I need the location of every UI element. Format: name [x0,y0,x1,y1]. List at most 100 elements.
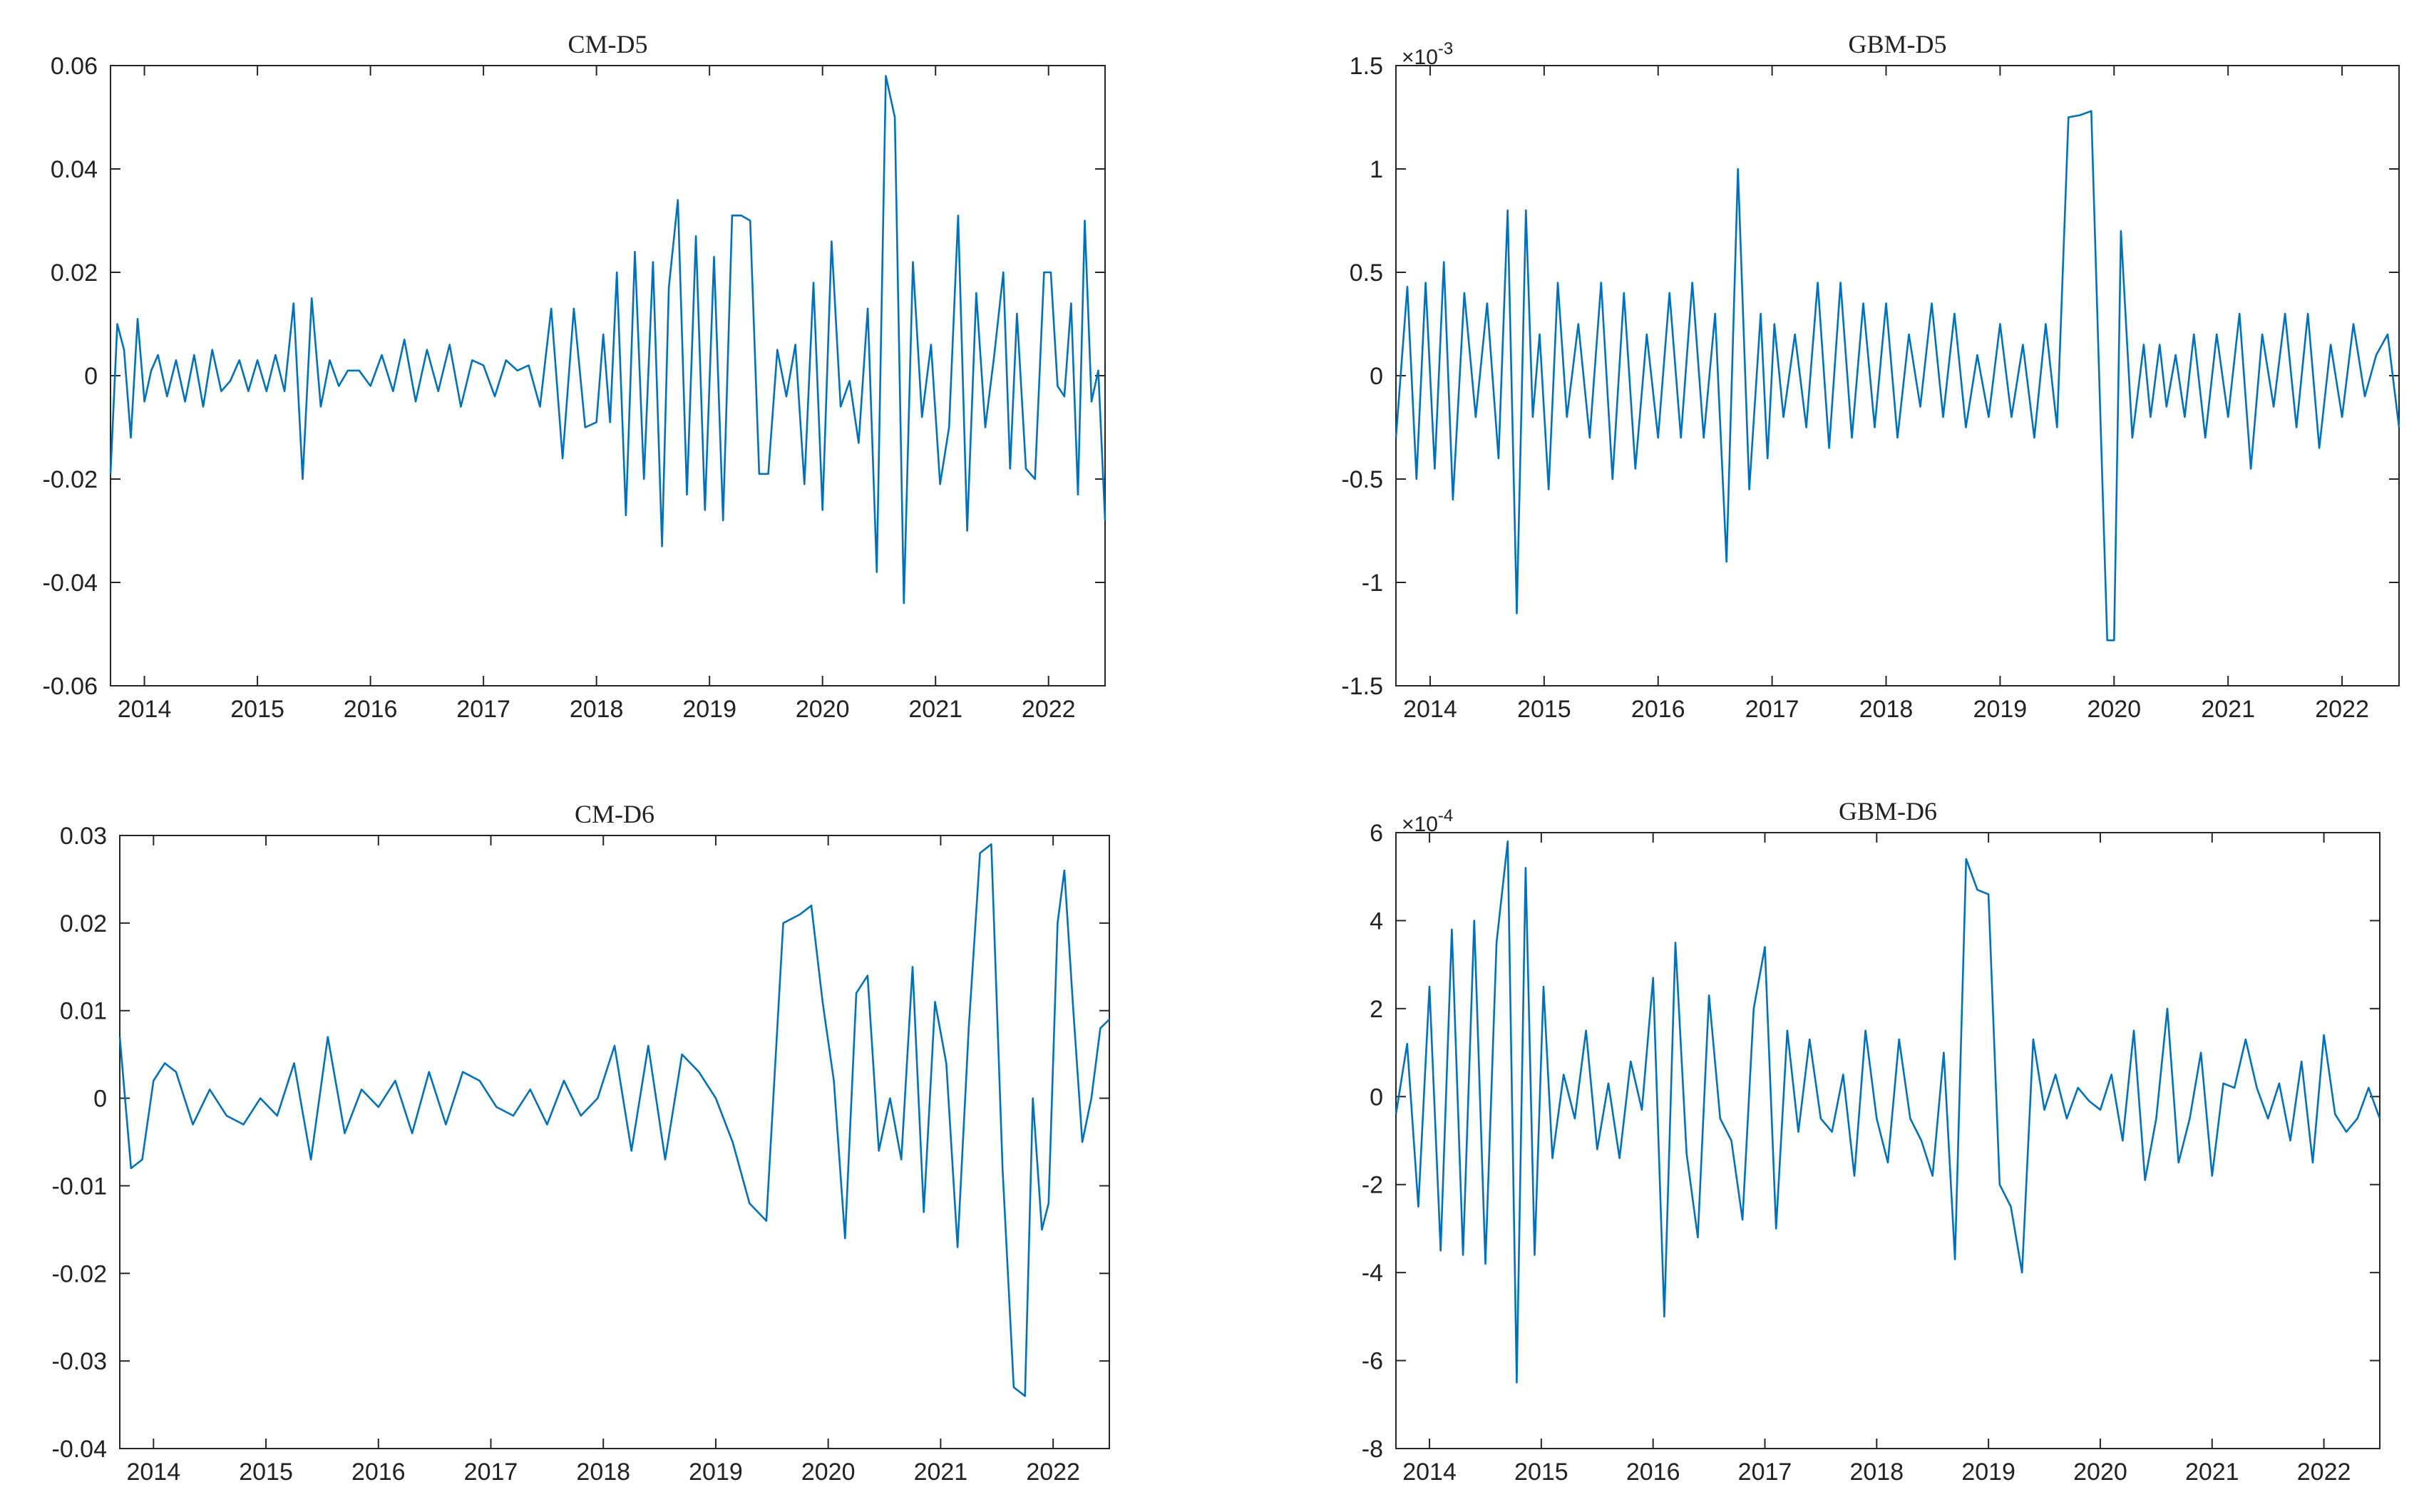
y-tick-label: 1 [1370,156,1383,183]
x-tick-label: 2022 [2297,1459,2351,1486]
x-tick-label: 2020 [796,696,850,723]
x-tick-label: 2017 [1738,1459,1792,1486]
y-exponent-label: ×10-4 [1402,806,1453,836]
chart-title: CM-D5 [568,30,647,58]
y-tick-label: -2 [1362,1172,1383,1199]
x-tick-label: 2018 [576,1459,630,1486]
y-tick-labels: -0.06 -0.04 -0.02 0 0.02 0.04 0.06 [43,53,98,700]
y-exponent-text: ×10-4 [1402,806,1453,836]
y-tick-label: 0.04 [51,156,98,183]
y-tick-label: -6 [1362,1348,1383,1375]
x-tick-label: 2016 [1626,1459,1680,1486]
x-tick-label: 2017 [456,696,510,723]
x-tick-label: 2016 [1631,696,1685,723]
y-tick-label: 0 [1370,1084,1383,1111]
x-tick-label: 2022 [1026,1459,1080,1486]
x-tick-label: 2014 [126,1459,180,1486]
y-tick-label: -4 [1362,1260,1383,1287]
data-series-line [109,75,1106,605]
x-tick-labels: 2014 2015 2016 2017 2018 2019 2020 2021 2022 [126,1459,1079,1486]
y-tick-label: 0.02 [51,259,98,287]
y-tick-label: -0.01 [52,1173,108,1200]
x-tick-label: 2017 [1745,696,1799,723]
data-series-line [118,843,1110,1397]
y-exponent-power: -4 [1438,806,1453,826]
x-tick-label: 2014 [1403,696,1457,723]
y-exponent-power: -3 [1438,39,1453,58]
y-tick-label: -0.03 [52,1348,108,1375]
x-tick-label: 2014 [1402,1459,1457,1486]
x-tick-label: 2015 [230,696,284,723]
x-tick-label: 2015 [1517,696,1571,723]
y-tick-label: 2 [1370,996,1383,1023]
data-series-line [1395,840,2381,1384]
y-tick-label: -0.02 [43,466,98,493]
plot-frame [1395,65,2400,686]
x-tick-labels: 2014 2015 2016 2017 2018 2019 2020 2021 2022 [1402,1459,2351,1486]
y-tick-label: -0.5 [1341,466,1383,493]
plot-frame [119,835,1110,1449]
x-tick-labels: 2014 2015 2016 2017 2018 2019 2020 2021 2022 [118,696,1076,723]
axis-ticks [1396,65,2399,686]
y-tick-label: 1.5 [1350,53,1383,80]
y-tick-label: -0.04 [43,570,98,597]
x-tick-label: 2017 [464,1459,518,1486]
x-tick-label: 2018 [570,696,624,723]
x-tick-label: 2021 [2185,1459,2239,1486]
y-tick-label: -0.06 [43,673,98,700]
x-tick-label: 2022 [2315,696,2369,723]
y-tick-label: 0.01 [60,998,107,1025]
x-tick-label: 2018 [1859,696,1914,723]
y-tick-label: 0 [93,1086,107,1113]
y-tick-label: 4 [1370,907,1383,935]
y-tick-labels: -0.04 -0.03 -0.02 -0.01 0 0.01 0.02 0.03 [52,823,108,1463]
x-tick-label: 2019 [689,1459,743,1486]
x-tick-label: 2019 [1961,1459,2015,1486]
x-tick-label: 2016 [344,696,398,723]
y-tick-label: 0.5 [1350,259,1383,287]
x-tick-label: 2020 [801,1459,856,1486]
x-tick-label: 2019 [682,696,736,723]
chart-title: GBM-D6 [1839,797,1937,826]
x-tick-label: 2016 [351,1459,406,1486]
chart-title: CM-D6 [575,800,654,828]
panel-cm-d6: CM-D6 -0.04-0.03-0.02-0.0100.010.020.03 … [52,800,1110,1486]
x-tick-label: 2018 [1849,1459,1904,1486]
x-tick-labels: 2014 2015 2016 2017 2018 2019 2020 2021 2022 [1403,696,2369,723]
y-tick-label: -1.5 [1341,673,1383,700]
x-tick-label: 2015 [1514,1459,1568,1486]
x-tick-label: 2019 [1973,696,2028,723]
axis-ticks [1396,832,2380,1449]
y-tick-label: 0 [1370,363,1383,390]
plot-frame [1395,832,2381,1449]
plot-frame [110,65,1106,686]
y-tick-label: -0.04 [52,1436,108,1463]
y-tick-labels: -8 -6 -4 -2 0 2 4 6 [1362,820,1383,1463]
chart-title: GBM-D5 [1848,30,1946,58]
x-tick-label: 2021 [2201,696,2255,723]
y-tick-label: -1 [1362,570,1383,597]
x-tick-label: 2022 [1022,696,1076,723]
x-tick-label: 2021 [908,696,962,723]
y-exponent-label: ×10-3 [1402,39,1453,69]
y-tick-label: 0.02 [60,910,107,937]
axis-ticks [111,65,1105,686]
x-tick-label: 2020 [2087,696,2141,723]
x-tick-label: 2014 [118,696,172,723]
y-tick-label: 0.06 [51,53,98,80]
panel-gbm-d5: GBM-D5 -1.5-1-0.500.511.5 2014 2015 2016 20… [1341,30,2400,723]
y-tick-label: -8 [1362,1436,1383,1463]
y-tick-label: 6 [1370,820,1383,847]
axis-ticks [120,835,1109,1449]
panel-gbm-d6: GBM-D6 -8 -6 -4 -2 0 2 4 6 2014 2015 2016 2017 2018… [1362,797,2381,1486]
x-tick-label: 2021 [914,1459,968,1486]
y-tick-labels: -1.5 -1 -0.5 0 0.5 1 1.5 [1341,53,1383,700]
y-tick-label: 0 [84,363,98,390]
data-series-line [1395,110,2400,642]
x-tick-label: 2015 [239,1459,293,1486]
x-tick-label: 2020 [2073,1459,2127,1486]
y-tick-label: -0.02 [52,1260,108,1287]
y-tick-label: 0.03 [60,823,107,850]
